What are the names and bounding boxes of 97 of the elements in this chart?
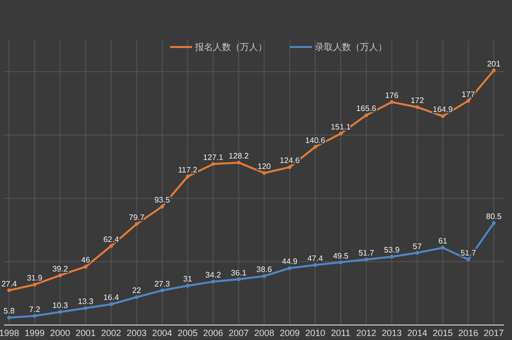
point [338, 132, 343, 136]
point [415, 105, 420, 109]
point [186, 174, 190, 178]
data-label: 127.1 [203, 153, 224, 162]
point [160, 288, 164, 292]
data-label: 128.2 [228, 152, 250, 161]
data-label: 172 [410, 96, 424, 106]
legend-label: 报名人数（万人） [194, 42, 267, 53]
x-tick-label: 2010 [305, 328, 326, 338]
x-tick-label: 2000 [50, 328, 70, 338]
data-label: 62.4 [103, 234, 120, 244]
point [364, 113, 368, 118]
data-label: 47.4 [307, 254, 324, 263]
x-tick-label: 2011 [331, 328, 350, 338]
point [109, 244, 113, 248]
point [364, 258, 368, 262]
data-label: 140.6 [305, 136, 326, 145]
x-tick-label: 2009 [280, 328, 300, 338]
data-label: 34.2 [205, 270, 222, 280]
data-label: 16.4 [103, 293, 120, 302]
data-label: 27.3 [154, 279, 170, 288]
data-label: 51.7 [358, 248, 375, 258]
point [466, 258, 470, 262]
point [134, 295, 138, 299]
data-label: 49.5 [332, 251, 350, 260]
x-tick-label: 2007 [228, 328, 249, 338]
x-tick-label: 2016 [458, 328, 478, 338]
data-label: 13.3 [78, 297, 94, 306]
point [58, 274, 62, 278]
point [440, 246, 445, 250]
point [211, 280, 215, 284]
point [7, 288, 11, 292]
point [288, 266, 292, 270]
point [84, 306, 88, 310]
data-label: 61 [438, 236, 448, 246]
x-tick-label: 2004 [152, 328, 172, 338]
point [313, 263, 318, 267]
data-label: 53.9 [384, 246, 400, 255]
x-tick-label: 2008 [254, 328, 274, 338]
data-label: 10.3 [52, 300, 68, 310]
point [211, 162, 215, 166]
data-label: 79.7 [128, 213, 145, 222]
data-label: 27.4 [1, 279, 18, 288]
data-label: 39.2 [52, 264, 68, 274]
x-tick-label: 2012 [356, 328, 376, 338]
point [236, 277, 240, 282]
x-tick-label: 1999 [24, 328, 45, 338]
x-tick-label: 2014 [407, 328, 428, 338]
point [288, 165, 292, 169]
point [84, 264, 88, 269]
point [466, 99, 470, 103]
x-tick-label: 2002 [101, 328, 122, 338]
x-tick-label: 1998 [0, 328, 20, 338]
x-tick-label: 2001 [76, 328, 96, 338]
point [134, 222, 138, 226]
point [58, 310, 62, 314]
point [160, 204, 164, 208]
x-tick-label: 2017 [484, 328, 504, 338]
point [492, 221, 496, 225]
legend-label: 录取人数（万人） [315, 42, 387, 53]
x-tick-label: 2013 [382, 328, 402, 338]
data-label: 31 [183, 274, 193, 284]
point [262, 171, 266, 175]
point [440, 114, 445, 118]
point [7, 316, 11, 320]
point [390, 100, 394, 104]
point [390, 254, 394, 259]
data-label: 7.2 [29, 304, 41, 314]
data-label: 5.8 [4, 306, 16, 316]
point [32, 314, 36, 318]
point [313, 145, 318, 149]
data-label: 44.9 [282, 257, 298, 266]
data-label: 176 [385, 91, 399, 100]
data-label: 164.9 [432, 105, 454, 114]
x-tick-label: 2003 [126, 328, 147, 338]
data-label: 22 [132, 286, 142, 296]
point [415, 251, 420, 255]
x-tick-label: 2005 [178, 328, 198, 338]
point [492, 68, 496, 72]
point [262, 274, 266, 278]
data-label: 165.6 [356, 104, 377, 114]
data-label: 46 [81, 256, 91, 265]
data-label: 80.5 [486, 212, 502, 222]
data-label: 120 [258, 162, 272, 171]
data-label: 57 [412, 242, 422, 251]
x-tick-label: 2015 [432, 328, 453, 338]
point [338, 260, 343, 264]
point [32, 282, 36, 286]
x-tick-label: 2006 [203, 328, 224, 338]
data-label: 38.6 [256, 265, 273, 274]
point [186, 284, 190, 288]
data-label: 201 [487, 59, 502, 68]
data-label: 117.2 [178, 166, 198, 175]
point [236, 160, 240, 164]
point [109, 302, 113, 306]
data-label: 36.1 [230, 268, 248, 278]
data-label: 31.9 [26, 274, 43, 283]
